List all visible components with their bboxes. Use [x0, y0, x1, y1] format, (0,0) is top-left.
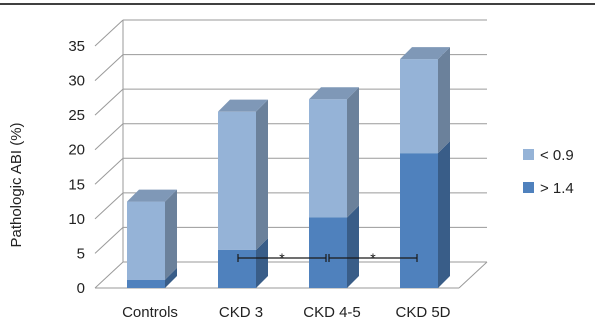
y-tick-label: 20 — [68, 142, 85, 159]
y-tick-label: 25 — [68, 107, 85, 124]
y-tick-label: 5 — [77, 245, 85, 262]
y-tick-label: 30 — [68, 73, 85, 90]
bar-segment-lt-0-9 — [218, 99, 268, 250]
gridline-side — [94, 123, 124, 151]
significance-annotations: * * — [237, 250, 418, 266]
bar-segment-gt-1-4 — [218, 237, 268, 288]
y-tick-label: 10 — [68, 211, 85, 228]
significance-star: * — [279, 250, 285, 266]
gridline-side — [94, 19, 124, 47]
bar-segment-lt-0-9 — [309, 87, 359, 218]
legend-swatch — [523, 182, 534, 193]
y-tick-label: 35 — [68, 38, 85, 55]
gridline-side — [94, 227, 124, 254]
gridline-side — [94, 192, 124, 220]
legend-label: > 1.4 — [540, 180, 574, 197]
legend-label: < 0.9 — [540, 147, 574, 164]
category-label: CKD 4-5 — [303, 304, 361, 321]
y-tick-label: 0 — [77, 280, 85, 297]
category-label: Controls — [122, 304, 178, 321]
bar-segment-lt-0-9 — [127, 189, 177, 280]
bar-segment-gt-1-4 — [309, 205, 359, 288]
category-label: CKD 5D — [395, 304, 450, 321]
category-label: CKD 3 — [219, 304, 263, 321]
gridline-side — [94, 88, 124, 116]
gridline-side — [94, 157, 124, 185]
bar-segment-lt-0-9 — [400, 47, 450, 154]
significance-bracket: * — [237, 250, 327, 266]
gridline-side — [94, 54, 124, 81]
legend-item: < 0.9 — [523, 147, 574, 164]
y-axis-title: Pathologic ABI (%) — [8, 122, 25, 247]
bar-segment-gt-1-4 — [127, 267, 177, 288]
gridline-side — [94, 261, 124, 289]
y-tick-label: 15 — [68, 176, 85, 193]
legend-swatch — [523, 149, 534, 160]
significance-star: * — [370, 250, 376, 266]
axis-labels: 0 5 10 15 20 25 30 35 Controls CKD 3 CKD 4-5 CKD 5D — [68, 38, 450, 321]
significance-bracket: * — [328, 250, 418, 266]
floor-right-edge — [458, 261, 488, 289]
legend-item: > 1.4 — [523, 180, 574, 197]
bars — [127, 47, 450, 288]
bar-segment-gt-1-4 — [400, 141, 450, 288]
legend: < 0.9 > 1.4 — [523, 147, 574, 197]
